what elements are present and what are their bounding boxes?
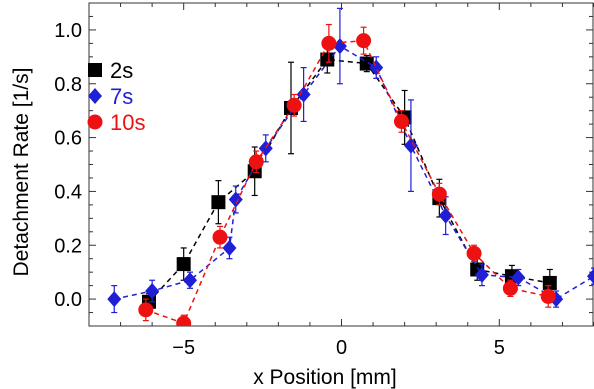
- data-point: [393, 113, 409, 129]
- data-point: [320, 52, 335, 67]
- data-point: [248, 154, 264, 170]
- legend-label: 7s: [110, 84, 133, 109]
- data-point: [183, 272, 197, 289]
- legend-marker: [88, 88, 102, 104]
- series-10s: [138, 23, 556, 326]
- x-tick-label: 0: [336, 337, 347, 359]
- data-point: [369, 59, 384, 76]
- data-point: [222, 239, 237, 256]
- series-line: [148, 58, 550, 303]
- x-tick-label: −5: [172, 337, 195, 359]
- x-tick-label: 5: [494, 337, 505, 359]
- y-axis-label: Detachment Rate [1/s]: [10, 68, 33, 277]
- data-point: [296, 86, 311, 103]
- data-point: [511, 269, 526, 286]
- series-2s: [141, 45, 557, 311]
- legend-marker: [88, 63, 102, 77]
- data-point: [540, 288, 556, 304]
- data-point: [176, 315, 192, 326]
- data-point: [587, 268, 594, 285]
- data-point: [176, 257, 191, 272]
- data-point: [107, 291, 122, 308]
- y-tick-label: 0.6: [54, 128, 82, 150]
- series-layer: [107, 7, 594, 326]
- data-point: [286, 97, 302, 113]
- data-point: [228, 191, 243, 208]
- data-point: [474, 266, 489, 283]
- data-point: [542, 275, 557, 290]
- y-tick-label: 0.0: [54, 289, 82, 311]
- legend-label: 10s: [110, 110, 145, 135]
- x-axis-label: x Position [mm]: [253, 366, 397, 389]
- data-point: [502, 280, 518, 296]
- data-point: [466, 245, 482, 261]
- axes: −5 0 5 0.0 0.2 0.4 0.6 0.8 1.0: [54, 2, 594, 359]
- data-point: [321, 35, 337, 51]
- data-point: [356, 33, 372, 49]
- series-line: [145, 39, 549, 325]
- data-point: [438, 207, 453, 224]
- y-tick-label: 1.0: [54, 20, 82, 42]
- data-point: [212, 229, 228, 245]
- y-tick-label: 0.4: [54, 181, 82, 203]
- y-tick-label: 0.8: [54, 74, 82, 96]
- data-point: [145, 283, 160, 300]
- data-point: [211, 195, 226, 210]
- data-point: [403, 137, 418, 154]
- data-point: [138, 302, 154, 318]
- data-point: [431, 186, 447, 202]
- y-tick-label: 0.2: [54, 235, 82, 257]
- legend-marker: [87, 114, 103, 130]
- legend-label: 2s: [110, 58, 133, 83]
